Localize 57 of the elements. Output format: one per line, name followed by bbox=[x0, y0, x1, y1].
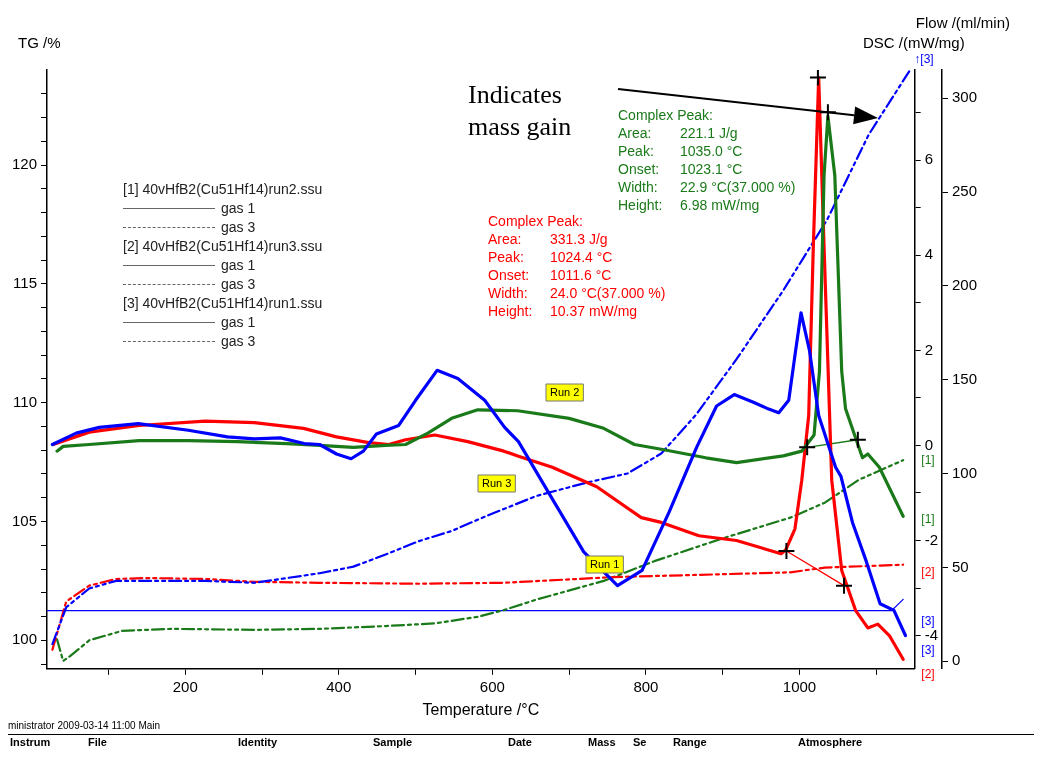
text: Se bbox=[633, 736, 647, 748]
annotation: gas 1 bbox=[221, 199, 256, 218]
x-tick-label: 200 bbox=[172, 677, 198, 695]
text: File bbox=[88, 736, 107, 748]
annotation: [3] 40vHfB2(Cu51Hf14)run1.ssu bbox=[123, 294, 323, 313]
series-label: Run 2 bbox=[550, 386, 580, 399]
text: Range bbox=[673, 736, 707, 748]
annotation: Indicates mass gain bbox=[468, 80, 572, 141]
y-tick-label: 120 bbox=[12, 155, 38, 173]
y2-tick-label: 0 bbox=[924, 435, 934, 453]
y3-tick-label: 200 bbox=[952, 276, 978, 294]
y-tick-label: 105 bbox=[12, 511, 38, 529]
y-tick-label: 100 bbox=[12, 630, 38, 648]
annotation: gas 3 bbox=[221, 275, 256, 294]
y2-tick-label: 2 bbox=[924, 340, 934, 358]
text: Mass bbox=[588, 736, 616, 748]
x-axis-title: Temperature /°C bbox=[422, 700, 540, 718]
text: Run 3 bbox=[482, 477, 512, 490]
text: Instrum bbox=[10, 736, 51, 748]
text: [2] bbox=[921, 565, 935, 580]
annotation: [1] 40vHfB2(Cu51Hf14)run2.ssu bbox=[123, 180, 323, 199]
text: Date bbox=[508, 736, 532, 748]
text: [1] bbox=[921, 512, 935, 527]
y3-tick-label: 250 bbox=[952, 182, 978, 200]
text: [1] bbox=[921, 453, 935, 468]
text: Atmosphere bbox=[798, 736, 863, 748]
text: Complex Peak: Area: 221.1 J/g Peak: 1035.0 °C Onset: 1023.1 °C Width: 22.9 °C(37.000 %) Height: 6.98 mW/mg bbox=[618, 107, 796, 213]
annotation: gas 3 bbox=[221, 332, 256, 351]
text: ministrator 2009-03-14 11:00 Main bbox=[8, 720, 161, 731]
annotation: [2] 40vHfB2(Cu51Hf14)run3.ssu bbox=[123, 237, 323, 256]
y-axis-title: TG /% bbox=[18, 34, 61, 51]
y3-tick-label: 0 bbox=[952, 651, 961, 669]
annotation: gas 1 bbox=[221, 256, 256, 275]
series-label: Run 1 bbox=[590, 558, 620, 571]
text: Complex Peak: Area: 331.3 J/g Peak: 1024.4 °C Onset: 1011.6 °C Width: 24.0 °C(37.000 %) Height: 10.37 mW/mg bbox=[488, 213, 666, 319]
y3-tick-label: 300 bbox=[952, 88, 978, 106]
text: [2] bbox=[921, 667, 935, 682]
y3-tick-label: 100 bbox=[952, 463, 978, 481]
x-tick-label: 1000 bbox=[782, 677, 817, 695]
y2-tick-label: -2 bbox=[924, 530, 939, 548]
annotation: gas 3 bbox=[221, 218, 256, 237]
y-tick-label: 110 bbox=[13, 392, 38, 410]
text: Identity bbox=[238, 736, 278, 748]
y-tick-label: 115 bbox=[13, 274, 38, 291]
text: [3] bbox=[921, 643, 935, 658]
x-tick-label: 600 bbox=[479, 677, 505, 695]
y3-axis-title: Flow /(ml/min) bbox=[915, 14, 1010, 31]
annotation: gas 1 bbox=[221, 313, 256, 332]
y2-axis-title: DSC /(mW/mg) bbox=[863, 34, 965, 51]
x-tick-label: 800 bbox=[633, 677, 659, 695]
x-tick-label: 400 bbox=[326, 677, 352, 695]
y3-tick-label: 150 bbox=[952, 369, 978, 387]
y3-tick-label: 50 bbox=[952, 557, 969, 575]
y2-tick-label: 4 bbox=[924, 245, 934, 263]
text: ↑[3] bbox=[914, 52, 934, 67]
text: Sample bbox=[373, 736, 413, 748]
y2-tick-label: 6 bbox=[924, 150, 934, 168]
